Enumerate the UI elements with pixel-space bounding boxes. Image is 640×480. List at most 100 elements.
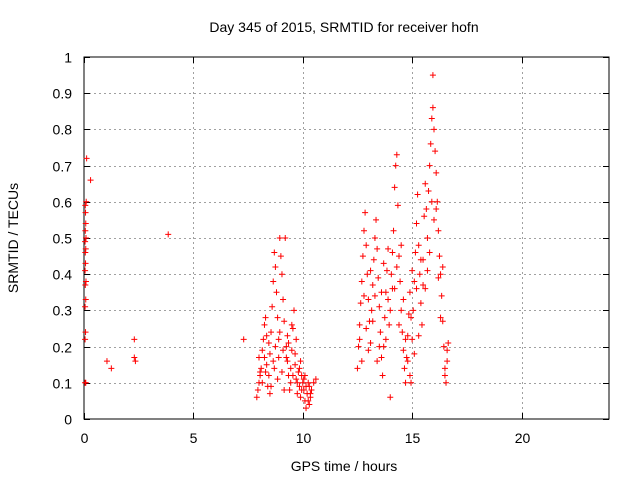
data-point: [375, 274, 382, 281]
data-point: [287, 379, 294, 386]
data-point: [422, 180, 429, 187]
data-point: [131, 336, 138, 343]
data-point: [376, 343, 383, 350]
y-tick-label: 0.5: [53, 231, 73, 247]
data-point: [400, 296, 407, 303]
data-point: [132, 358, 139, 365]
data-point: [306, 401, 313, 408]
data-point: [259, 379, 266, 386]
data-point: [388, 271, 395, 278]
data-point: [400, 347, 407, 354]
data-point: [258, 365, 265, 372]
data-point: [433, 169, 440, 176]
data-point: [382, 336, 389, 343]
tick-labels: 00.10.20.30.40.50.60.70.80.910 5 10 15 20: [53, 50, 531, 447]
data-point: [276, 329, 283, 336]
data-point: [285, 339, 292, 346]
data-point: [358, 358, 365, 365]
data-point: [271, 249, 278, 256]
data-point: [277, 253, 284, 260]
data-point: [283, 354, 290, 361]
data-point: [298, 387, 305, 394]
data-point: [286, 387, 293, 394]
data-point: [413, 285, 420, 292]
x-tick-label: 5: [190, 430, 198, 446]
data-point: [394, 202, 401, 209]
data-point: [431, 126, 437, 133]
data-point: [312, 376, 319, 383]
data-point: [272, 343, 279, 350]
data-point: [83, 198, 90, 205]
x-tick-label: 20: [515, 430, 531, 446]
data-point: [305, 379, 312, 386]
data-point: [262, 314, 269, 321]
data-point: [283, 343, 290, 350]
data-point: [389, 249, 396, 256]
data-point: [374, 245, 381, 252]
data-point: [387, 394, 394, 401]
data-point: [266, 350, 273, 357]
data-point: [435, 227, 442, 234]
data-point: [356, 321, 363, 328]
data-point: [303, 383, 310, 390]
data-point: [411, 278, 418, 285]
data-point: [364, 271, 371, 278]
data-point: [303, 405, 310, 412]
data-point: [82, 278, 89, 285]
y-tick-label: 0.3: [53, 303, 73, 319]
data-point: [261, 354, 268, 361]
data-point: [378, 289, 385, 296]
data-point: [432, 148, 439, 155]
data-point: [406, 372, 413, 379]
y-tick-label: 0.2: [53, 340, 73, 356]
data-point: [402, 379, 409, 386]
data-point: [265, 372, 272, 379]
data-point: [300, 376, 307, 383]
data-point: [423, 206, 430, 213]
data-point: [131, 354, 138, 361]
data-point: [363, 325, 370, 332]
data-point: [359, 253, 366, 260]
data-point: [367, 267, 374, 274]
data-point: [272, 263, 279, 270]
data-point: [82, 296, 89, 303]
data-point: [438, 292, 445, 299]
data-point: [440, 343, 447, 350]
data-point: [380, 260, 387, 267]
data-point: [289, 325, 296, 332]
y-tick-label: 0.1: [53, 376, 73, 392]
data-point: [405, 311, 412, 318]
chart-title: Day 345 of 2015, SRMTID for receiver hof…: [209, 19, 478, 35]
data-point: [287, 365, 294, 372]
data-point: [82, 336, 89, 343]
data-point: [266, 390, 273, 397]
data-point: [270, 358, 277, 365]
data-point: [301, 372, 308, 379]
data-point: [278, 368, 285, 375]
data-point: [292, 361, 299, 368]
data-point: [294, 390, 301, 397]
data-point: [421, 213, 428, 220]
data-point: [259, 347, 266, 354]
data-point: [297, 358, 304, 365]
data-point: [371, 292, 378, 299]
data-point: [270, 278, 277, 285]
data-point: [282, 235, 289, 241]
data-point: [82, 209, 89, 216]
data-point: [305, 397, 312, 404]
data-point: [295, 368, 302, 375]
data-point: [441, 372, 448, 379]
data-point: [371, 235, 378, 241]
data-point: [435, 274, 442, 281]
data-point: [374, 358, 381, 365]
data-point: [281, 387, 288, 394]
data-point: [398, 242, 405, 249]
data-point: [265, 339, 272, 346]
data-point: [296, 365, 303, 372]
data-point: [292, 350, 299, 357]
data-point: [439, 263, 446, 270]
data-point: [377, 329, 384, 336]
data-point: [284, 332, 291, 339]
